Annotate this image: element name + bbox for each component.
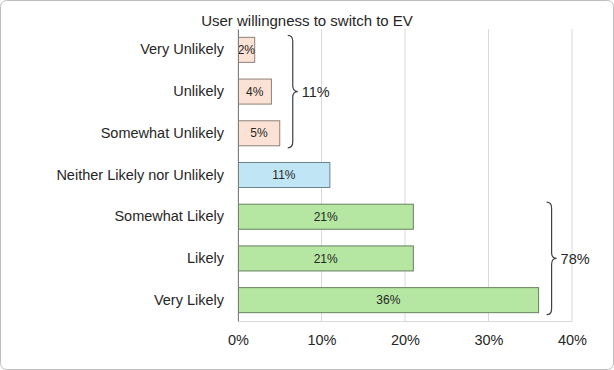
bar [238, 246, 413, 271]
x-tick-label: 40% [558, 332, 587, 348]
x-tick: 20% [391, 321, 420, 348]
x-tick: 10% [307, 321, 336, 348]
bracket [547, 202, 557, 314]
x-axis-line [239, 321, 573, 322]
x-tick: 30% [474, 321, 503, 348]
x-tick-label: 30% [474, 332, 503, 348]
y-tick-label: Somewhat Unlikely [101, 125, 225, 141]
y-tick: Likely [187, 250, 225, 266]
y-tick-label: Very Unlikely [140, 41, 225, 57]
x-tick: 0% [228, 321, 249, 348]
data-label: 11% [272, 168, 295, 182]
annotations: 11% 78% [288, 35, 590, 314]
y-tick: Very Unlikely [140, 41, 225, 57]
x-tick: 40% [558, 321, 587, 348]
y-tick-label: Somewhat Likely [114, 208, 224, 224]
grid-line [572, 29, 573, 321]
y-axis-line [238, 30, 239, 322]
bar [238, 121, 280, 146]
bar [238, 79, 271, 104]
x-tick-label: 20% [391, 332, 420, 348]
data-labels: 2% 4% 5% 11% 21% 21% 36% [238, 43, 401, 307]
annotation: 78% [561, 251, 590, 267]
x-tick-label: 10% [307, 332, 336, 348]
grid [238, 29, 572, 321]
bars [238, 37, 539, 312]
y-tick: Very Likely [154, 292, 225, 308]
grid-line [238, 29, 239, 321]
x-tick-label: 0% [228, 332, 249, 348]
y-tick-label: Unlikely [173, 83, 225, 99]
bracket [288, 35, 298, 147]
title: User willingness to switch to EV [201, 12, 413, 29]
x-axis: 0% 10% 20% 30% 40% [228, 321, 587, 348]
y-tick: Somewhat Unlikely [101, 125, 225, 141]
y-tick-label: Neither Likely nor Unlikely [56, 167, 224, 183]
data-label: 5% [250, 126, 268, 140]
bar [238, 204, 413, 229]
data-label: 36% [376, 293, 400, 307]
grid-line [488, 29, 489, 321]
chart-frame [1, 1, 614, 370]
data-label: 2% [238, 43, 256, 57]
y-axis: Very Unlikely Unlikely Somewhat Unlikely Ne… [56, 30, 238, 322]
y-tick: Neither Likely nor Unlikely [56, 167, 224, 183]
bar [238, 288, 539, 313]
annotation: 11% [302, 84, 330, 100]
y-tick: Unlikely [173, 83, 225, 99]
grid-line [405, 29, 406, 321]
y-tick-label: Likely [187, 250, 225, 266]
data-label: 21% [314, 210, 338, 224]
data-label: 21% [314, 252, 338, 266]
bar [238, 37, 255, 62]
y-tick: Somewhat Likely [114, 208, 224, 224]
data-label: 4% [246, 85, 264, 99]
chart: User willingness to switch to EV 2% 4% 5% 11… [0, 0, 614, 370]
y-tick-label: Very Likely [154, 292, 225, 308]
bar [238, 162, 330, 187]
